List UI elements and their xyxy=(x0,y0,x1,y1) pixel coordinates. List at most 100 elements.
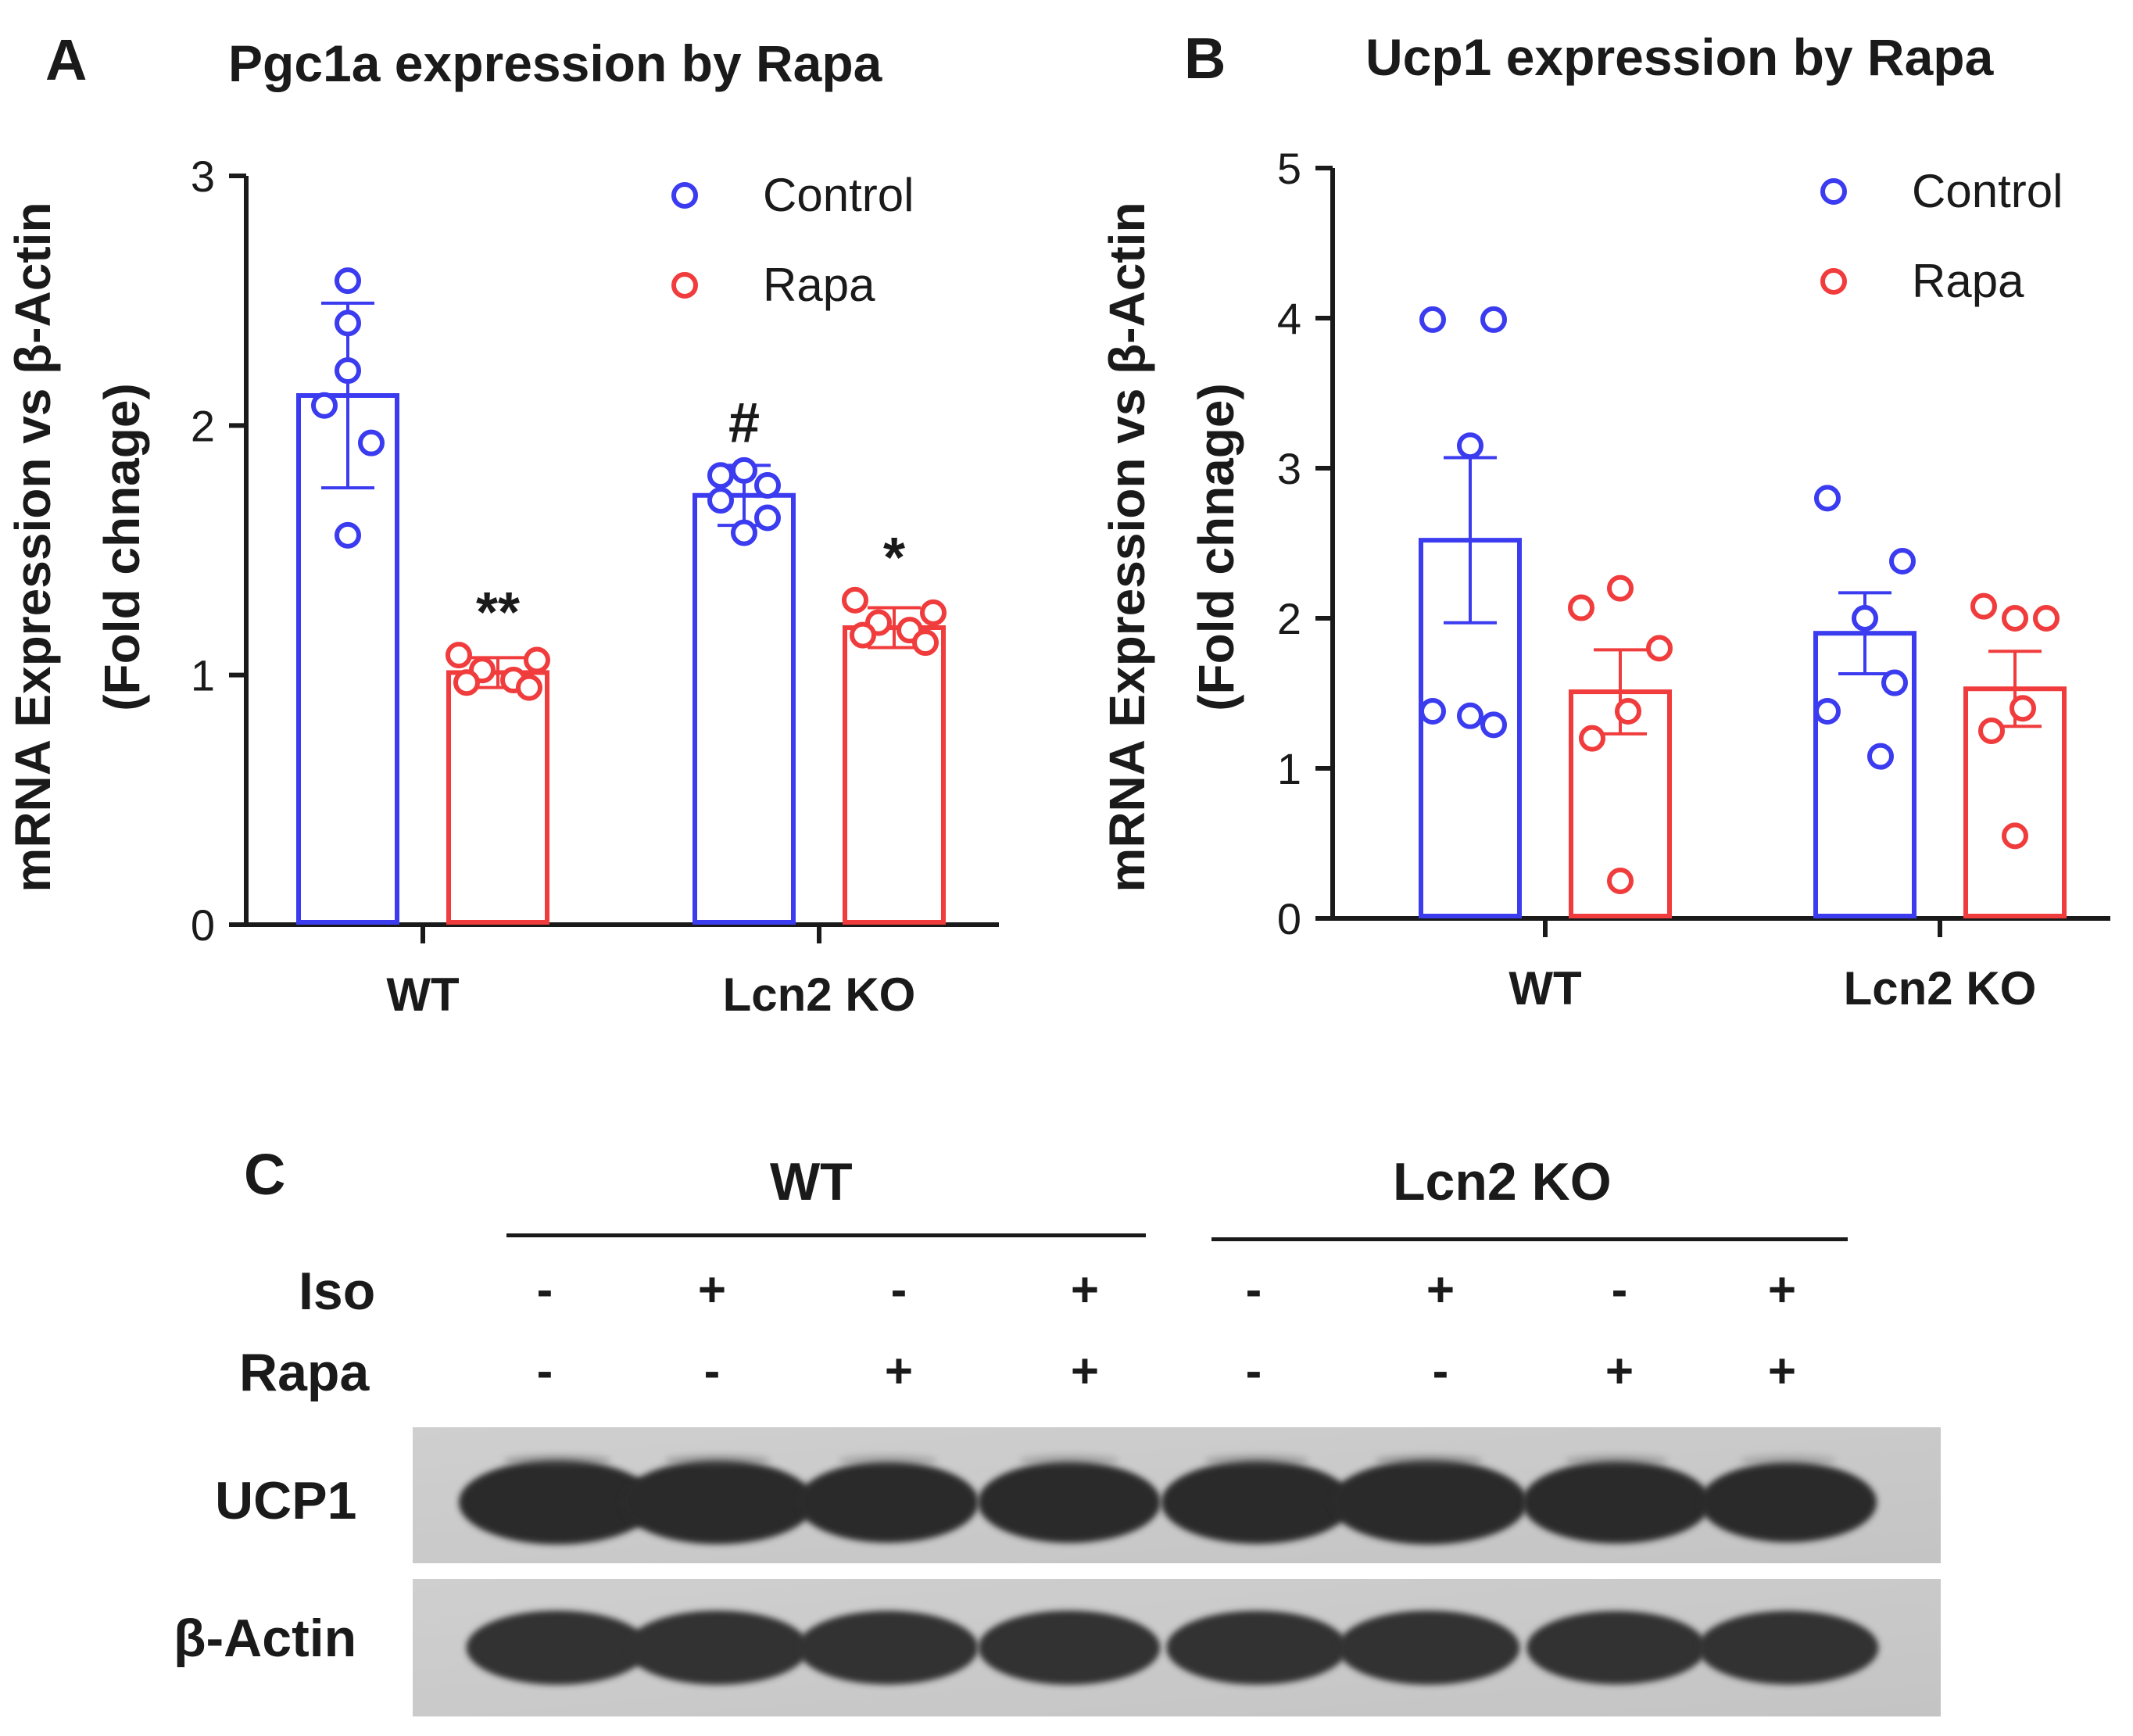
data-point-rapa xyxy=(850,621,876,649)
chart-b-title: Ucp1 expression by Rapa xyxy=(1365,28,1994,86)
y-axis-label-unit: (Fold chnage) xyxy=(94,383,150,711)
wb-band-actin-lane-7 xyxy=(1526,1611,1706,1684)
wb-band-ucp1-lane-5 xyxy=(1161,1454,1353,1545)
data-point-rapa xyxy=(1607,574,1634,602)
chart-b: 0 1 2 3 4 5 WT Lcn2 KO mRNA Expression vs β-Acti… xyxy=(1099,144,2110,1015)
y-axis-label-unit: (Fold chnage) xyxy=(1188,383,1244,711)
data-point-control xyxy=(1852,605,1878,632)
wb-iso-sign-lane-2: + xyxy=(697,1263,727,1317)
data-point-rapa xyxy=(1607,868,1634,894)
data-point-control xyxy=(335,267,361,295)
legend-label-control: Control xyxy=(763,169,914,221)
panel-letter-c: C xyxy=(244,1142,286,1207)
chart-a: 0 1 2 3 WT Lcn2 KO mRNA Expression vs β-Actin (… xyxy=(5,152,999,1021)
data-point-rapa xyxy=(2002,822,2028,850)
data-point-control xyxy=(754,504,781,532)
data-point-rapa xyxy=(1579,725,1605,752)
data-point-rapa xyxy=(912,629,939,657)
data-point-rapa xyxy=(2002,605,2028,632)
data-point-control xyxy=(1480,711,1507,739)
x-tick-label: WT xyxy=(1508,962,1581,1015)
data-point-rapa xyxy=(453,669,480,696)
wb-band-actin-lane-1 xyxy=(466,1610,649,1685)
data-point-rapa xyxy=(2010,695,2036,722)
wb-rapa-sign-lane-4: + xyxy=(1070,1344,1100,1398)
bar-rapa xyxy=(446,670,549,925)
legend-marker-control xyxy=(671,182,698,209)
data-point-control xyxy=(335,310,361,337)
wb-band-actin-lane-4 xyxy=(978,1610,1161,1685)
data-point-control xyxy=(358,429,385,456)
y-tick-label: 3 xyxy=(1277,444,1301,493)
wb-iso-sign-lane-8: + xyxy=(1767,1263,1797,1317)
legend-label-rapa: Rapa xyxy=(763,259,875,311)
wb-band-ucp1-lane-3 xyxy=(797,1454,979,1543)
x-tick-label: Lcn2 KO xyxy=(1844,962,2037,1015)
y-tick-label: 0 xyxy=(1277,894,1301,943)
wb-iso-sign-lane-4: + xyxy=(1070,1263,1100,1317)
data-point-control xyxy=(731,519,757,546)
wb-iso-sign-lane-6: + xyxy=(1426,1263,1455,1317)
y-tick-label: 1 xyxy=(1277,744,1301,793)
wb-row-label-rapa: Rapa xyxy=(239,1343,370,1402)
data-point-control xyxy=(754,471,781,499)
data-point-rapa xyxy=(842,586,868,614)
data-point-rapa xyxy=(2033,605,2060,632)
wb-rapa-sign-lane-3: + xyxy=(884,1344,914,1398)
wb-iso-sign-lane-5: - xyxy=(1245,1263,1262,1317)
y-tick-label: 5 xyxy=(1277,144,1301,193)
wb-band-ucp1-lane-4 xyxy=(978,1454,1161,1543)
data-point-control xyxy=(1889,548,1916,575)
data-point-control xyxy=(335,357,361,385)
data-point-rapa xyxy=(1568,594,1594,621)
data-point-control xyxy=(707,462,734,489)
data-point-rapa xyxy=(524,646,550,674)
wb-band-actin-lane-8 xyxy=(1698,1610,1879,1685)
legend-marker-rapa xyxy=(671,272,698,299)
data-point-control xyxy=(1814,698,1841,725)
data-point-control xyxy=(311,392,338,419)
y-tick-label: 3 xyxy=(191,152,215,201)
wb-band-actin-lane-3 xyxy=(797,1610,979,1685)
significance-marker: # xyxy=(728,392,760,454)
data-point-control xyxy=(731,456,757,484)
wb-rapa-sign-lane-5: - xyxy=(1245,1344,1262,1398)
data-point-control xyxy=(1419,698,1446,725)
legend-label-control: Control xyxy=(1912,165,2063,217)
y-tick-label: 2 xyxy=(191,401,215,450)
wb-group-line-wt xyxy=(506,1233,1146,1237)
data-point-rapa xyxy=(1970,592,1997,620)
data-point-control xyxy=(1457,432,1483,460)
data-point-control xyxy=(707,487,734,514)
data-point-rapa xyxy=(446,642,472,669)
wb-group-line-lcn2ko xyxy=(1211,1237,1848,1241)
y-axis-label: mRNA Expression vs β-Actin xyxy=(1099,202,1155,892)
wb-band-ucp1-lane-2 xyxy=(620,1454,815,1545)
panel-letter-a: A xyxy=(45,27,88,92)
significance-marker: ** xyxy=(476,582,520,644)
data-point-rapa xyxy=(516,674,542,701)
data-point-control xyxy=(1457,702,1483,729)
data-point-rapa xyxy=(1978,718,2005,744)
wb-band-ucp1-lane-7 xyxy=(1522,1454,1711,1544)
y-tick-label: 1 xyxy=(191,651,215,700)
y-tick-label: 0 xyxy=(191,900,215,950)
wb-iso-sign-lane-7: - xyxy=(1611,1263,1628,1317)
wb-band-actin-lane-6 xyxy=(1337,1610,1520,1685)
wb-group-label-lcn2ko: Lcn2 KO xyxy=(1393,1152,1612,1212)
data-point-control xyxy=(1881,669,1908,696)
y-axis-label: mRNA Expression vs β-Actin xyxy=(5,202,61,892)
bar-rapa xyxy=(843,625,946,925)
data-point-rapa xyxy=(1646,635,1673,662)
data-point-control xyxy=(1814,485,1841,512)
wb-rapa-sign-lane-8: + xyxy=(1767,1344,1797,1398)
data-point-control xyxy=(335,521,361,549)
wb-rapa-sign-lane-6: - xyxy=(1432,1344,1449,1398)
wb-rapa-sign-lane-2: - xyxy=(703,1344,721,1398)
wb-rapa-sign-lane-1: - xyxy=(536,1344,553,1398)
data-point-rapa xyxy=(920,599,947,626)
wb-band-label-ucp1: UCP1 xyxy=(215,1471,357,1530)
wb-rapa-sign-lane-7: + xyxy=(1605,1344,1634,1398)
data-point-control xyxy=(1480,306,1507,333)
wb-band-ucp1-lane-1 xyxy=(459,1454,656,1545)
